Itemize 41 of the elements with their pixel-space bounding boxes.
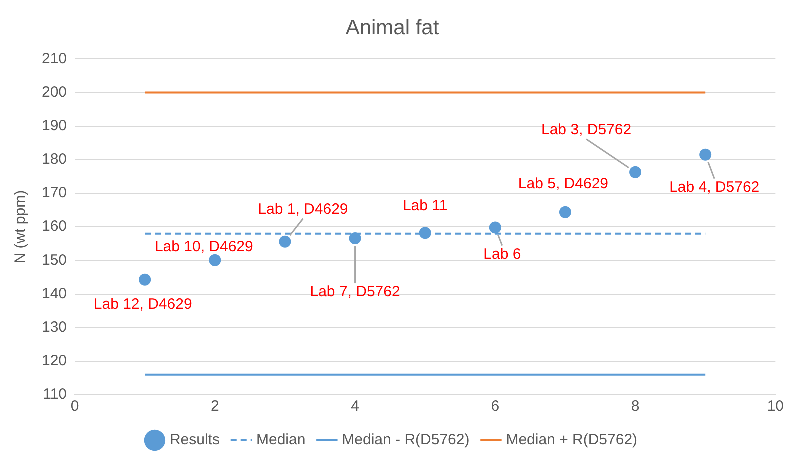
y-tick-label: 140 (42, 285, 68, 302)
y-tick-label: 210 (42, 50, 68, 68)
point (489, 222, 502, 234)
annotation: Lab 7, D5762 (310, 284, 400, 301)
annotation: Lab 6 (484, 246, 522, 263)
legend-label: Median - R(D5762) (342, 432, 470, 449)
point (279, 236, 292, 248)
legend-label: Median + R(D5762) (506, 432, 638, 449)
chart-title: Animal fat (346, 16, 440, 40)
point (419, 227, 432, 240)
point (209, 254, 222, 266)
point (559, 206, 572, 218)
y-tick-label: 120 (42, 352, 68, 370)
y-tick-label: 170 (42, 184, 68, 202)
y-tick-label: 160 (42, 218, 68, 236)
legend-label: Results (170, 432, 220, 449)
annotation: Lab 12, D4629 (94, 296, 192, 313)
legend-label: Median (256, 432, 306, 449)
y-axis-title: N (wt ppm) (12, 190, 30, 264)
annotation: Lab 11 (402, 197, 448, 214)
annotation: Lab 3, D5762 (541, 122, 632, 139)
y-tick-label: 200 (42, 84, 68, 101)
y-tick-label: 150 (42, 252, 68, 269)
point (700, 148, 712, 161)
annotation: Lab 10, D4629 (154, 238, 254, 256)
point (630, 166, 642, 178)
annotation: Lab 1, D4629 (258, 201, 348, 218)
annotation: Lab 5, D4629 (518, 175, 609, 192)
x-tick-label: 0 (70, 398, 80, 416)
point (349, 232, 362, 245)
x-tick-label: 8 (631, 398, 640, 416)
point (139, 274, 152, 286)
annotation: Lab 4, D5762 (670, 179, 760, 196)
x-tick-label: 2 (210, 398, 220, 416)
y-tick-label: 110 (43, 386, 68, 404)
x-tick-label: 4 (351, 398, 360, 416)
y-tick-label: 190 (42, 118, 68, 134)
y-tick-label: 180 (42, 151, 68, 168)
x-tick-label: 10 (767, 398, 784, 416)
x-tick-label: 6 (491, 398, 500, 416)
y-tick-label: 130 (42, 318, 68, 336)
